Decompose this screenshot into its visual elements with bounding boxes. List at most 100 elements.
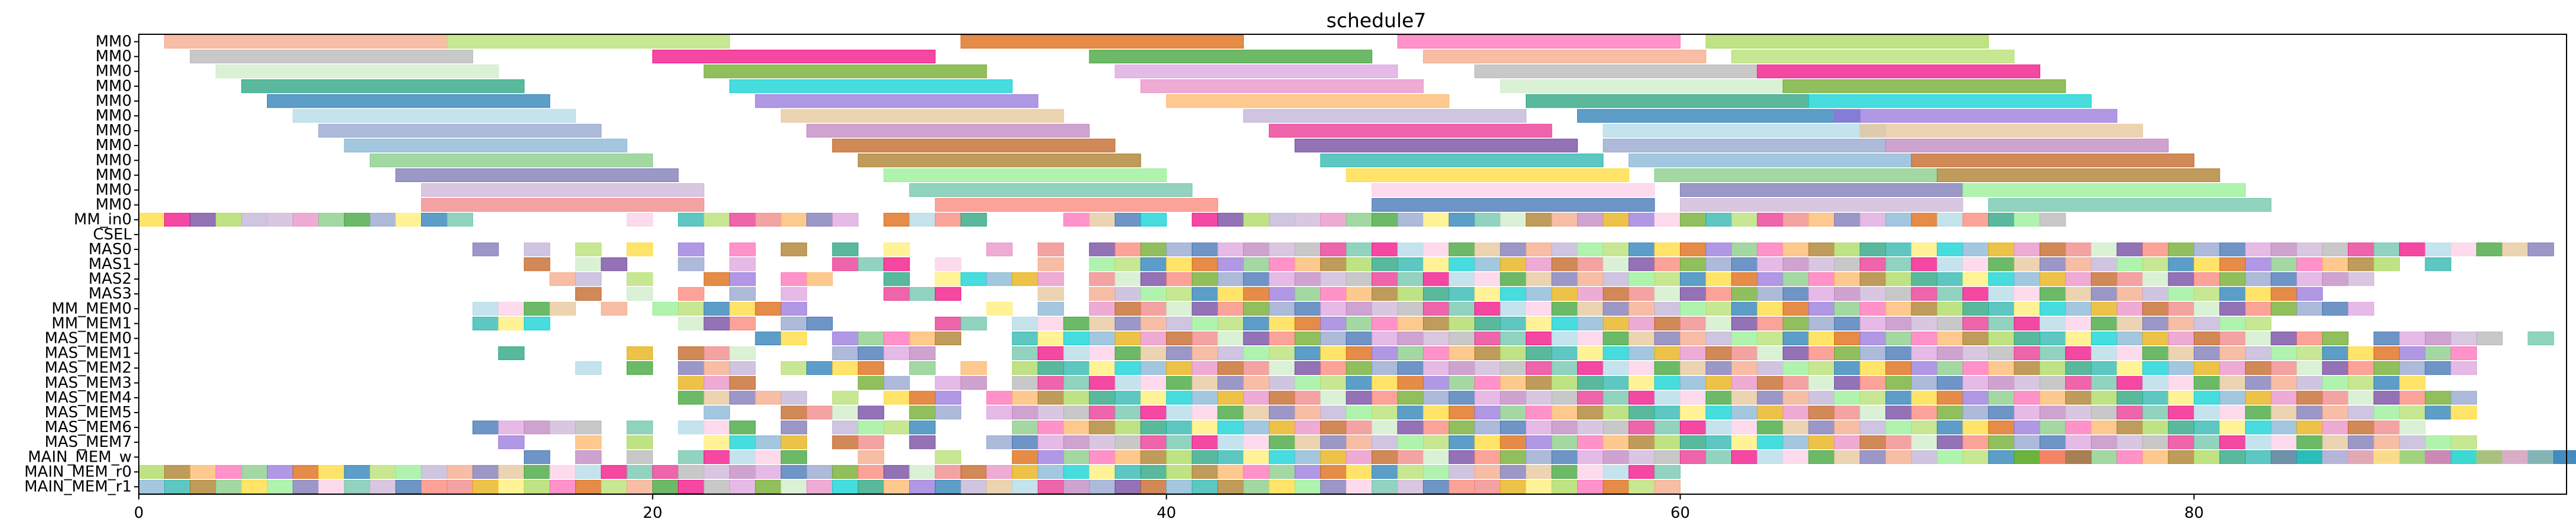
schedule-op	[1936, 301, 1963, 316]
schedule-op	[1269, 376, 1295, 390]
schedule-op	[1551, 257, 1578, 271]
plot-frame	[138, 34, 2567, 495]
schedule-op	[2322, 301, 2349, 316]
schedule-op	[2168, 301, 2194, 316]
schedule-op	[2039, 257, 2066, 271]
schedule-op	[2116, 316, 2143, 330]
x-tick-label: 60	[1670, 504, 1690, 522]
schedule-op	[2193, 242, 2220, 257]
schedule-op	[1629, 316, 1655, 330]
schedule-op	[1423, 435, 1450, 449]
schedule-op	[1988, 420, 2015, 434]
schedule-op	[678, 346, 705, 361]
schedule-op	[2271, 346, 2297, 361]
schedule-op	[1372, 301, 1398, 316]
schedule-op	[2347, 272, 2375, 286]
schedule-op	[704, 376, 730, 390]
schedule-op	[2168, 287, 2194, 301]
schedule-op	[1423, 272, 1450, 286]
schedule-op	[1834, 406, 1861, 420]
schedule-op	[1757, 287, 1783, 301]
mm0-bar	[421, 183, 705, 197]
schedule-op	[1397, 406, 1424, 420]
main-mem-r0-op	[1269, 465, 1295, 479]
schedule-op	[1962, 287, 1989, 301]
main-mem-r0-op	[1397, 465, 1424, 479]
schedule-op	[2142, 316, 2169, 330]
schedule-op	[1962, 361, 1989, 375]
schedule-op	[1037, 391, 1064, 405]
main-mem-r0-op	[1063, 465, 1090, 479]
schedule-op	[1834, 287, 1861, 301]
schedule-op	[1346, 272, 1373, 286]
schedule-op	[1166, 346, 1193, 361]
schedule-op	[1885, 301, 1912, 316]
schedule-op	[1885, 287, 1912, 301]
mm0-bar	[190, 50, 473, 64]
schedule-op	[1269, 346, 1295, 361]
schedule-op	[1808, 406, 1835, 420]
mm-in0-op	[1474, 213, 1501, 227]
schedule-op	[1731, 272, 1758, 286]
mm-in0-op	[960, 213, 987, 227]
main-mem-r1-op	[858, 479, 884, 494]
schedule-op	[1705, 301, 1732, 316]
schedule-op	[2425, 435, 2451, 449]
mm0-bar	[755, 94, 1038, 108]
schedule-op	[909, 435, 936, 449]
schedule-op	[1166, 361, 1193, 375]
schedule-op	[1320, 450, 1347, 464]
mm0-bar	[1346, 168, 1630, 182]
schedule-op	[2219, 331, 2246, 346]
schedule-op	[729, 272, 756, 286]
schedule-op	[1526, 316, 1552, 330]
mm-in0-op	[215, 213, 242, 227]
schedule-op	[1782, 406, 1809, 420]
schedule-op	[1115, 301, 1141, 316]
schedule-op	[1320, 406, 1347, 420]
schedule-op	[934, 316, 962, 330]
schedule-op	[2065, 346, 2092, 361]
schedule-op	[1526, 361, 1552, 375]
schedule-op	[678, 242, 705, 257]
schedule-op	[523, 420, 551, 434]
schedule-op	[1808, 391, 1835, 405]
schedule-op	[2014, 406, 2040, 420]
schedule-op	[1551, 420, 1578, 434]
schedule-op	[2168, 257, 2194, 271]
mm-in0-op	[883, 213, 910, 227]
schedule-op	[1372, 316, 1398, 330]
schedule-op	[2065, 272, 2092, 286]
schedule-op	[1936, 242, 1963, 257]
schedule-op	[2296, 361, 2323, 375]
schedule-op	[1962, 242, 1989, 257]
x-tick-label: 20	[643, 504, 662, 522]
schedule-op	[755, 391, 781, 405]
mm0-bar	[241, 79, 525, 93]
schedule-op	[1808, 346, 1835, 361]
schedule-op	[575, 272, 602, 286]
schedule-op	[2014, 242, 2040, 257]
schedule-op	[729, 450, 756, 464]
schedule-op	[1731, 257, 1758, 271]
schedule-op	[1474, 361, 1501, 375]
schedule-op	[1294, 242, 1321, 257]
schedule-op	[1012, 376, 1038, 390]
bars-layer	[138, 35, 2576, 494]
schedule-op	[1140, 346, 1167, 361]
main-mem-r0-op	[344, 465, 370, 479]
schedule-op	[729, 301, 756, 316]
schedule-op	[1680, 272, 1707, 286]
y-tick-label: MM0	[96, 92, 132, 110]
schedule-op	[2065, 316, 2092, 330]
schedule-op	[1191, 376, 1219, 390]
schedule-op	[1808, 301, 1835, 316]
main-mem-r0-op	[1115, 465, 1141, 479]
schedule-op	[2219, 242, 2246, 257]
schedule-op	[1577, 301, 1604, 316]
schedule-op	[2245, 420, 2272, 434]
schedule-op	[1269, 435, 1295, 449]
mm0-bar	[1474, 64, 1758, 79]
mm0-bar	[883, 168, 1167, 182]
schedule-op	[2090, 331, 2118, 346]
